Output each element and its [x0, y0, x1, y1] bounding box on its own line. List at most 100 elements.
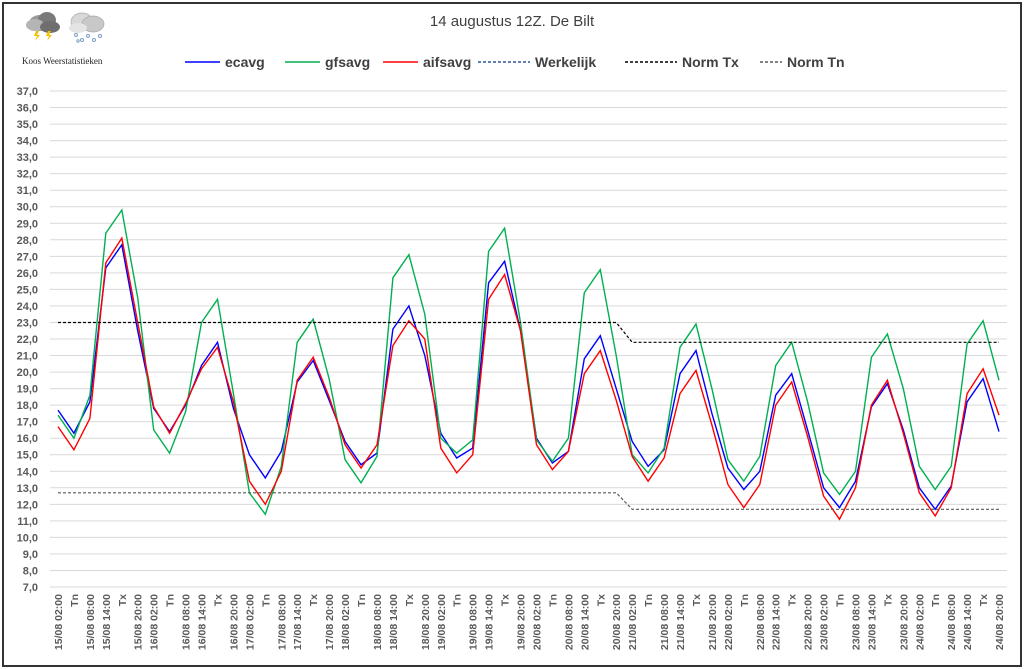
y-tick-label: 29,0	[17, 218, 38, 230]
x-tick-label: 22/08 20:00	[803, 594, 815, 650]
y-tick-label: 16,0	[17, 433, 38, 445]
legend-label: Norm Tn	[787, 54, 845, 70]
x-tick-label: 23/08 02:00	[819, 594, 831, 650]
x-tick-label: 19/08 14:00	[484, 594, 496, 650]
x-tick-label: 20/08 20:00	[611, 594, 623, 650]
x-tick-label: 23/08 20:00	[898, 594, 910, 650]
x-tick-label: Tx	[595, 594, 607, 606]
x-tick-label: Tx	[500, 594, 512, 606]
y-tick-label: 21,0	[17, 351, 38, 363]
legend: ecavg gfsavg aifsavg Werkelijk Norm Tx Norm T…	[185, 54, 845, 70]
y-tick-label: 24,0	[17, 301, 38, 313]
x-tick-label: Tx	[212, 594, 224, 606]
x-tick-label: 16/08 14:00	[197, 594, 209, 650]
x-tick-label: Tx	[117, 594, 129, 606]
legend-item: Norm Tx	[625, 54, 739, 70]
series-line-gfsavg	[57, 208, 1000, 516]
y-tick-label: 35,0	[17, 119, 38, 131]
thunderstorm-cloud-icon	[26, 12, 60, 41]
y-tick-label: 7,0	[23, 582, 38, 594]
y-tick-label: 27,0	[17, 251, 38, 263]
legend-label: ecavg	[225, 54, 265, 70]
y-tick-label: 8,0	[23, 565, 38, 577]
x-tick-label: 24/08 20:00	[994, 594, 1006, 650]
x-tick-label: 18/08 14:00	[388, 594, 400, 650]
x-tick-label: Tn	[835, 594, 847, 607]
x-tick-label: 22/08 14:00	[771, 594, 783, 650]
y-tick-label: 14,0	[17, 466, 38, 478]
x-tick-label: Tn	[452, 594, 464, 607]
y-tick-label: 30,0	[17, 202, 38, 214]
x-tick-label: 16/08 20:00	[228, 594, 240, 650]
x-tick-label: 19/08 08:00	[468, 594, 480, 650]
x-tick-label: 24/08 08:00	[946, 594, 958, 650]
x-tick-label: Tx	[787, 594, 799, 606]
x-tick-label: Tn	[69, 594, 81, 607]
legend-label: Norm Tx	[682, 54, 739, 70]
x-tick-label: 24/08 02:00	[914, 594, 926, 650]
x-tick-label: Tx	[308, 594, 320, 606]
x-tick-label: Tn	[547, 594, 559, 607]
x-tick-label: 15/08 14:00	[101, 594, 113, 650]
x-tick-label: 17/08 02:00	[244, 594, 256, 650]
series-lines	[57, 208, 1000, 521]
legend-item: gfsavg	[285, 54, 370, 70]
y-tick-label: 28,0	[17, 235, 38, 247]
gridlines	[50, 90, 1007, 588]
x-tick-label: 18/08 20:00	[420, 594, 432, 650]
x-tick-label: Tn	[930, 594, 942, 607]
legend-label: aifsavg	[423, 54, 471, 70]
x-tick-label: 16/08 02:00	[149, 594, 161, 650]
x-tick-label: 21/08 08:00	[659, 594, 671, 650]
legend-item: Werkelijk	[478, 54, 596, 70]
series-line-aifsavg	[57, 236, 1000, 521]
x-tick-label: 18/08 08:00	[372, 594, 384, 650]
y-tick-label: 18,0	[17, 400, 38, 412]
legend-label: Werkelijk	[535, 54, 596, 70]
x-tick-label: 22/08 08:00	[755, 594, 767, 650]
x-tick-label: 15/08 08:00	[85, 594, 97, 650]
y-tick-label: 37,0	[17, 86, 38, 98]
x-tick-label: 23/08 08:00	[850, 594, 862, 650]
x-tick-label: Tn	[356, 594, 368, 607]
legend-item: Norm Tn	[760, 54, 845, 70]
y-tick-label: 15,0	[17, 450, 38, 462]
x-tick-label: 20/08 02:00	[531, 594, 543, 650]
x-tick-label: 15/08 20:00	[133, 594, 145, 650]
brand-name: Koos Weerstatistieken	[22, 56, 103, 66]
x-tick-label: 17/08 14:00	[292, 594, 304, 650]
y-tick-label: 19,0	[17, 384, 38, 396]
y-tick-label: 32,0	[17, 169, 38, 181]
x-tick-label: 24/08 14:00	[962, 594, 974, 650]
y-tick-label: 25,0	[17, 284, 38, 296]
series-line-norm-tx	[58, 321, 999, 343]
x-tick-label: 17/08 08:00	[276, 594, 288, 650]
y-tick-label: 36,0	[17, 103, 38, 115]
y-tick-label: 26,0	[17, 268, 38, 280]
y-tick-label: 10,0	[17, 532, 38, 544]
x-tick-label: 18/08 02:00	[340, 594, 352, 650]
x-tick-label: 15/08 02:00	[53, 594, 65, 650]
logo: Koos Weerstatistieken	[22, 12, 105, 66]
y-tick-label: 33,0	[17, 152, 38, 164]
x-tick-label: Tx	[691, 594, 703, 606]
y-tick-label: 20,0	[17, 367, 38, 379]
x-tick-label: 20/08 08:00	[563, 594, 575, 650]
y-axis: 7,0 8,0 9,0 10,0 11,0 12,0 13,0 14,0 15,0 16,0 17,…	[17, 86, 38, 594]
y-tick-label: 22,0	[17, 334, 38, 346]
x-tick-label: 19/08 02:00	[436, 594, 448, 650]
series-line-norm-tn	[58, 492, 999, 510]
x-tick-label: 19/08 20:00	[516, 594, 528, 650]
x-tick-label: 22/08 02:00	[723, 594, 735, 650]
legend-item: aifsavg	[383, 54, 471, 70]
legend-item: ecavg	[185, 54, 265, 70]
x-tick-label: Tn	[739, 594, 751, 607]
x-tick-label: 17/08 20:00	[324, 594, 336, 650]
x-tick-label: Tx	[404, 594, 416, 606]
x-axis: 15/08 02:00 Tn 15/08 08:00 15/08 14:00 Tx 15/…	[53, 594, 1006, 650]
x-tick-label: Tn	[165, 594, 177, 607]
x-tick-label: 21/08 20:00	[707, 594, 719, 650]
y-tick-label: 34,0	[17, 136, 38, 148]
